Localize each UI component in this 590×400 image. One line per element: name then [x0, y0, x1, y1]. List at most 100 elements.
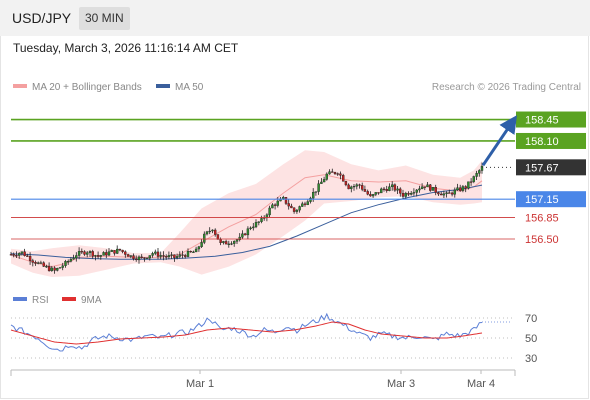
candle	[115, 245, 119, 254]
rsi-legend-swatch	[13, 297, 27, 301]
candle	[156, 248, 160, 260]
candle	[151, 251, 154, 258]
candle	[369, 191, 372, 197]
candle	[110, 249, 113, 252]
candle	[309, 196, 312, 204]
candle	[442, 190, 446, 198]
candle	[339, 171, 342, 180]
candle	[461, 185, 465, 193]
candle	[208, 227, 211, 235]
candle	[64, 259, 67, 268]
candle	[429, 184, 432, 192]
candle	[445, 191, 448, 198]
candle	[292, 207, 296, 214]
candle	[45, 264, 48, 268]
candle	[257, 221, 260, 226]
candle	[42, 261, 45, 267]
candle	[162, 251, 165, 261]
candle	[478, 169, 481, 177]
candle	[132, 253, 135, 261]
level-158.10: 158.10	[11, 132, 586, 149]
candle	[472, 175, 475, 184]
candle	[377, 192, 380, 195]
candle	[347, 183, 350, 190]
rsi-9ma-line	[10, 321, 483, 345]
candle	[241, 230, 244, 239]
candle	[268, 205, 271, 218]
candle	[164, 254, 168, 260]
candle	[469, 178, 473, 186]
symbol-title: USD/JPY	[12, 10, 72, 26]
candle	[271, 203, 274, 209]
candle	[290, 203, 293, 209]
level-label: 157.67	[525, 162, 559, 174]
level-label-box	[516, 159, 586, 176]
candle	[295, 209, 299, 214]
candle	[252, 223, 255, 231]
candle	[344, 180, 348, 187]
candle	[94, 254, 97, 261]
price-panel	[9, 150, 484, 277]
level-157.67: 157.67	[482, 159, 586, 176]
candle	[399, 187, 402, 197]
candle	[197, 245, 201, 252]
candle	[456, 183, 459, 191]
candle	[9, 251, 13, 256]
level-label-box	[516, 111, 586, 128]
level-label-box	[516, 191, 586, 208]
candle	[69, 257, 73, 263]
timeframe-badge[interactable]: 30 MIN	[79, 7, 130, 30]
candle	[374, 192, 377, 197]
level-label: 156.85	[525, 213, 559, 225]
candle	[96, 251, 100, 259]
x-tick-label: Mar 1	[186, 378, 214, 390]
candle	[99, 254, 103, 260]
level-label: 158.10	[525, 136, 559, 148]
candle	[453, 187, 456, 198]
candle	[227, 240, 231, 248]
level-label: 157.15	[525, 194, 559, 206]
candle	[440, 191, 443, 196]
candle	[167, 251, 171, 260]
candle	[363, 185, 367, 192]
level-156.85: 156.85	[11, 213, 559, 225]
candle	[39, 260, 43, 264]
candle	[126, 253, 130, 257]
ma20-legend-label: MA 20 + Bollinger Bands	[32, 82, 142, 93]
candle	[224, 239, 228, 245]
candle	[420, 183, 424, 190]
candle	[15, 251, 18, 258]
candle	[314, 191, 318, 196]
candle	[159, 251, 162, 260]
candle	[18, 252, 21, 259]
candle	[426, 182, 429, 188]
level-157.15: 157.15	[11, 191, 586, 208]
candle	[412, 188, 416, 196]
candle	[175, 253, 179, 260]
candle	[189, 250, 192, 253]
candle	[298, 205, 301, 213]
candle	[322, 176, 326, 183]
candle	[317, 180, 320, 195]
candle	[31, 258, 34, 267]
candle	[83, 250, 86, 256]
ma50-legend-swatch	[156, 84, 170, 88]
candle	[186, 248, 190, 258]
candle	[213, 228, 217, 237]
ma50-line	[10, 184, 483, 260]
candle	[238, 233, 241, 242]
candle	[423, 186, 426, 191]
candle	[380, 187, 383, 194]
candle	[61, 262, 64, 271]
level-156.50: 156.50	[11, 234, 559, 246]
rsi-tick-label: 30	[525, 353, 537, 365]
x-tick-label: Mar 4	[467, 378, 495, 390]
candle	[183, 253, 187, 259]
candle	[431, 186, 435, 191]
rsi-legend-label: RSI	[32, 295, 49, 306]
candle	[301, 201, 304, 207]
candle	[178, 251, 182, 259]
level-158.45: 158.45	[11, 111, 586, 128]
candle	[85, 251, 89, 258]
candle	[53, 266, 56, 274]
